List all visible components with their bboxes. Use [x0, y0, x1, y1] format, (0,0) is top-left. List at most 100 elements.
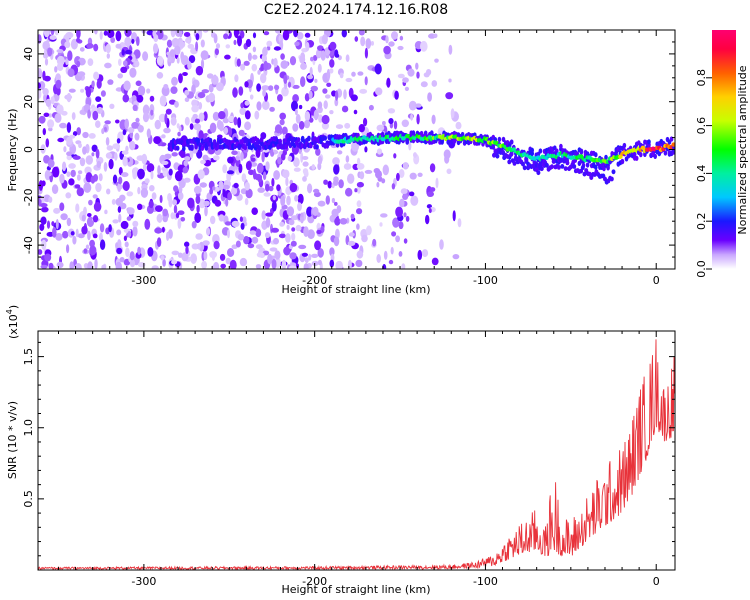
spectrogram-noise-cell [191, 84, 196, 95]
spectrogram-noise-cell [51, 184, 59, 195]
spectrogram-noise-cell [149, 95, 155, 102]
spectrogram-noise-cell [413, 152, 417, 158]
spectrogram-noise-cell [251, 236, 259, 244]
spectrogram-noise-cell [263, 192, 271, 197]
spectrogram-noise-cell [203, 200, 210, 207]
spectrogram-noise-cell [295, 114, 301, 124]
spectrogram-noise-cell [161, 85, 170, 97]
spectrogram-noise-cell [228, 127, 233, 137]
spectrogram-noise-cell [173, 185, 179, 193]
spectrogram-noise-cell [232, 87, 238, 98]
spectrogram-noise-cell [281, 126, 288, 136]
spectrogram-noise-cell [108, 158, 114, 170]
spectrogram-noise-cell [445, 92, 454, 100]
spectrogram-noise-cell [410, 195, 419, 206]
spectrogram-noise-cell [87, 213, 92, 217]
spectrogram-noise-cell [51, 221, 55, 227]
spectrogram-noise-cell [95, 148, 100, 159]
spectrogram-noise-cell [127, 127, 135, 133]
spectrogram-noise-cell [200, 50, 209, 60]
spectrogram-noise-cell [91, 152, 95, 157]
spectrogram-noise-cell [317, 45, 324, 51]
spectrogram-noise-cell [244, 181, 250, 191]
spectrogram-noise-cell [335, 260, 343, 269]
spectrogram-noise-cell [315, 148, 321, 156]
spectrogram-noise-cell [123, 80, 131, 91]
spectrogram-noise-cell [283, 74, 288, 84]
spectrogram-noise-cell [198, 102, 203, 110]
spectrogram-noise-cell [306, 206, 313, 217]
spectrogram-noise-cell [212, 111, 220, 121]
spectrogram-noise-cell [106, 53, 111, 59]
spectrogram-noise-cell [396, 172, 400, 182]
spectrogram-noise-cell [397, 73, 405, 79]
spectrogram-noise-cell [166, 39, 173, 48]
spectrogram-noise-cell [376, 254, 382, 263]
spectrogram-noise-cell [174, 45, 181, 56]
spectrogram-noise-cell [249, 94, 254, 100]
spectrogram-noise-cell [45, 138, 50, 148]
snr-frame [37, 330, 676, 571]
spectrogram-noise-cell [314, 240, 322, 251]
spectrogram-noise-cell [268, 185, 274, 192]
spectrogram-noise-cell [175, 212, 180, 219]
spectrogram-noise-cell [42, 128, 46, 136]
spectrogram-noise-cell [426, 204, 432, 209]
spectrogram-noise-cell [156, 72, 164, 79]
spectrogram-noise-cell [295, 224, 302, 232]
spectrogram-noise-cell [201, 89, 210, 94]
spectrogram-noise-cell [332, 157, 340, 166]
spectrogram-ridge-cell [560, 164, 565, 169]
spectrogram-noise-cell [128, 97, 133, 103]
spectrogram-noise-cell [222, 117, 229, 124]
spectrogram-noise-cell [364, 47, 368, 59]
spectrogram-noise-cell [375, 87, 383, 96]
spectrogram-noise-cell [290, 240, 297, 247]
spectrogram-noise-cell [66, 92, 72, 103]
spectrogram-noise-cell [99, 223, 105, 233]
spectrogram-ridge-cell [622, 142, 627, 149]
spectrogram-noise-cell [155, 205, 163, 213]
colorbar: 0.0 0.2 0.4 0.6 0.8 Normalized spectral ampl… [695, 30, 749, 278]
spectrogram-noise-cell [455, 121, 462, 130]
spectrogram-noise-cell [85, 86, 92, 98]
spectrogram-noise-cell [151, 192, 157, 200]
spectrogram-noise-cell [382, 164, 389, 176]
spectrogram-noise-cell [291, 227, 296, 232]
spectrogram-ridge-cell [243, 145, 248, 151]
spectrogram-noise-cell [124, 36, 132, 47]
spectrogram-noise-cell [429, 187, 436, 192]
spectrogram-noise-cell [263, 60, 269, 71]
spectrogram-noise-cell [286, 206, 295, 217]
spectrogram-noise-cell [174, 170, 183, 182]
spectrogram-noise-cell [355, 259, 363, 268]
spectrogram-noise-cell [131, 121, 140, 129]
spectrogram-noise-cell [161, 134, 166, 139]
spectrogram-noise-cell [408, 141, 412, 151]
spectrogram-noise-cell [99, 232, 103, 242]
spectrogram-noise-cell [161, 160, 169, 165]
spectrogram-noise-cell [178, 73, 183, 84]
spectrogram-noise-cell [134, 132, 140, 141]
spectrogram-noise-cell [300, 76, 306, 88]
spectrogram-noise-cell [261, 210, 266, 220]
spectrogram-noise-cell [54, 66, 58, 73]
spectrogram-noise-cell [184, 241, 190, 248]
spectrogram-noise-cell [97, 106, 103, 114]
spectrogram-noise-cell [162, 208, 169, 217]
colorbar-label: Normalized spectral amplitude [736, 65, 749, 234]
spectrogram-noise-cell [314, 78, 318, 83]
spectrogram-noise-cell [236, 58, 241, 67]
spectrogram-noise-cell [191, 105, 199, 113]
spectrogram-noise-cell [429, 163, 436, 173]
spectrogram-noise-cell [291, 232, 296, 241]
spectrogram-noise-cell [172, 199, 178, 206]
spectrogram-noise-cell [149, 185, 155, 192]
spectrogram-noise-cell [137, 125, 144, 133]
spectrogram-noise-cell [321, 34, 328, 45]
spectrogram-noise-cell [104, 120, 111, 125]
spectrogram-noise-cell [177, 210, 185, 215]
spectrogram-noise-cell [385, 35, 389, 44]
spectrogram-noise-cell [288, 265, 296, 269]
